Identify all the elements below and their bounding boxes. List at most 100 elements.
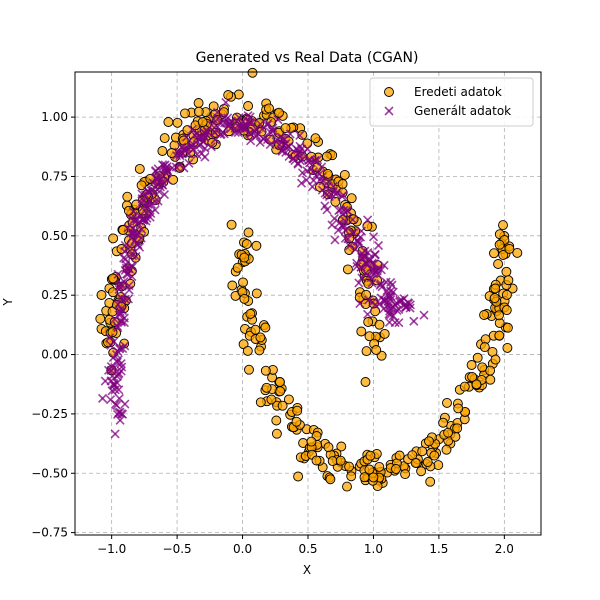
generated-point: [112, 321, 122, 331]
generated-point: [111, 349, 122, 360]
generated-point: [308, 175, 319, 185]
generated-point: [120, 294, 130, 304]
real-point: [466, 360, 477, 370]
real-point: [163, 117, 174, 127]
generated-point: [190, 130, 200, 140]
generated-point: [340, 225, 350, 235]
real-point: [159, 133, 170, 144]
real-point: [490, 283, 501, 294]
real-point: [356, 326, 367, 337]
generated-point: [376, 293, 386, 303]
generated-point: [216, 118, 226, 129]
generated-point: [179, 144, 189, 155]
real-point: [238, 277, 248, 288]
generated-point: [255, 137, 265, 148]
real-point: [310, 133, 321, 144]
real-point: [368, 472, 379, 483]
x-tick-label: −0.5: [163, 542, 192, 556]
real-point: [472, 352, 483, 363]
real-point: [422, 457, 433, 467]
y-tick-label: 0.25: [41, 288, 68, 302]
real-point: [425, 476, 436, 487]
real-point: [424, 436, 434, 447]
real-point: [226, 219, 237, 230]
generated-point: [317, 162, 327, 172]
y-tick-label: 0.50: [41, 229, 68, 243]
real-point: [180, 108, 190, 119]
generated-point: [252, 130, 262, 141]
generated-point: [347, 228, 357, 238]
real-point: [391, 464, 401, 474]
generated-point: [370, 250, 380, 260]
generated-point: [376, 279, 386, 289]
generated-point: [245, 112, 255, 122]
generated-point: [200, 132, 210, 143]
generated-point: [115, 415, 125, 425]
generated-point: [357, 252, 367, 262]
real-point: [490, 354, 501, 365]
real-point: [122, 191, 133, 202]
x-tick-label: 0.0: [233, 542, 252, 556]
generated-point: [324, 176, 334, 186]
x-tick-label: 1.0: [364, 542, 383, 556]
real-point: [346, 471, 357, 482]
x-axis-label: X: [303, 563, 311, 577]
generated-point: [327, 220, 337, 230]
generated-point: [126, 213, 136, 223]
real-point: [361, 346, 372, 357]
generated-point: [297, 144, 307, 154]
real-point: [503, 275, 514, 286]
generated-point: [127, 251, 138, 261]
real-point: [264, 103, 274, 114]
generated-point: [127, 262, 137, 272]
generated-point: [348, 228, 359, 238]
y-tick-label: 1.00: [41, 110, 68, 124]
generated-point: [390, 299, 400, 309]
generated-point: [195, 140, 206, 150]
real-point: [452, 423, 463, 434]
generated-point: [385, 286, 396, 296]
generated-point: [137, 224, 147, 235]
generated-point: [106, 340, 116, 350]
generated-point: [137, 203, 148, 213]
generated-point: [186, 140, 196, 150]
real-point: [242, 345, 253, 356]
real-point: [266, 394, 277, 405]
real-point: [255, 332, 266, 343]
generated-point: [306, 164, 316, 174]
generated-point: [364, 253, 374, 264]
real-point: [501, 305, 512, 316]
real-point: [277, 400, 288, 411]
real-point: [410, 458, 421, 468]
y-tick-label: 0.75: [41, 169, 68, 183]
generated-point: [390, 317, 400, 328]
generated-point: [213, 113, 223, 123]
real-point: [467, 371, 478, 382]
real-point: [239, 293, 250, 304]
real-point: [251, 288, 262, 299]
real-point: [485, 374, 496, 385]
generated-point: [334, 206, 344, 216]
real-point: [232, 262, 243, 273]
generated-point: [107, 386, 117, 396]
real-point: [417, 446, 428, 457]
real-point: [494, 330, 505, 341]
y-tick-label: −0.50: [31, 466, 68, 480]
real-point: [459, 381, 470, 392]
generated-point: [141, 216, 151, 226]
generated-point: [348, 215, 358, 225]
real-point: [96, 290, 107, 300]
real-point: [227, 280, 238, 291]
generated-point: [153, 196, 163, 206]
generated-point: [114, 393, 124, 403]
real-point: [337, 179, 348, 189]
generated-point: [419, 310, 429, 320]
generated-point: [384, 309, 394, 319]
real-point: [335, 455, 346, 466]
legend-generated-marker: [384, 106, 394, 116]
real-point: [208, 101, 219, 112]
real-point: [245, 308, 256, 319]
real-point: [498, 250, 509, 260]
real-point: [344, 461, 355, 472]
real-point: [364, 464, 375, 475]
